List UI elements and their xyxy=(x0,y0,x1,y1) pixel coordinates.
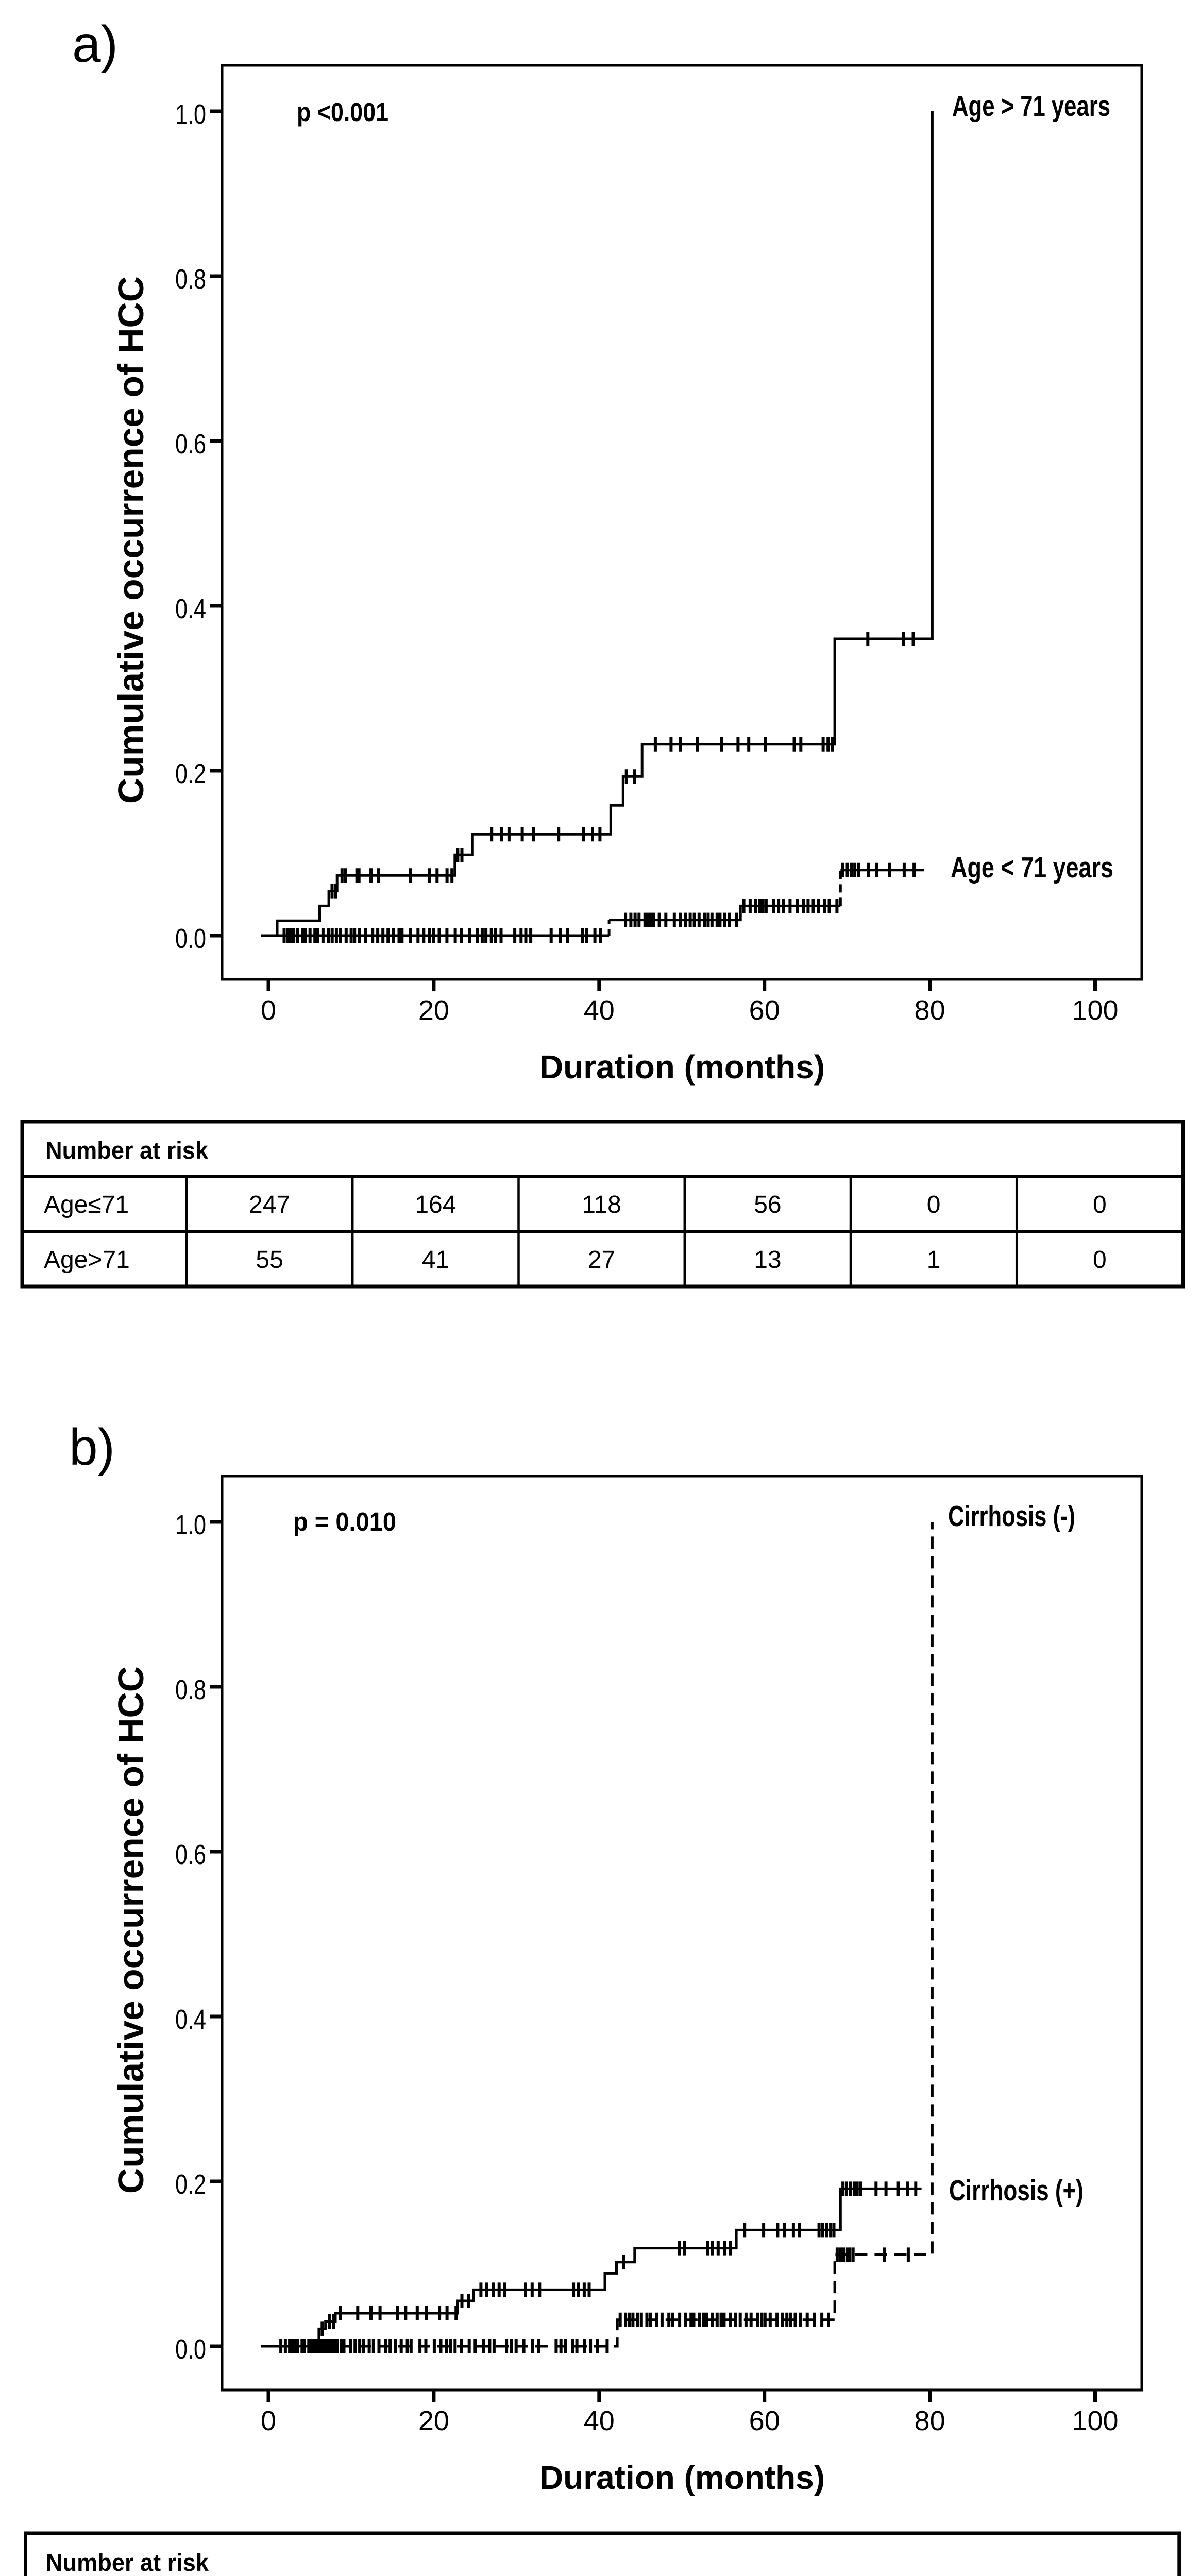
svg-text:13: 13 xyxy=(754,1246,781,1274)
svg-text:41: 41 xyxy=(422,1246,449,1274)
svg-text:0.4: 0.4 xyxy=(175,594,206,624)
svg-text:20: 20 xyxy=(418,2405,449,2436)
svg-text:Cumulative occurrence of HCC: Cumulative occurrence of HCC xyxy=(111,1666,151,2194)
svg-text:Age > 71 years: Age > 71 years xyxy=(952,90,1110,123)
svg-text:1: 1 xyxy=(927,1246,941,1274)
svg-text:40: 40 xyxy=(584,2405,615,2436)
svg-text:Number at risk: Number at risk xyxy=(46,2549,209,2576)
svg-text:80: 80 xyxy=(915,2405,945,2436)
svg-text:Duration (months): Duration (months) xyxy=(539,2459,825,2496)
svg-text:0.4: 0.4 xyxy=(175,2004,206,2035)
svg-text:b): b) xyxy=(69,1418,115,1476)
svg-text:55: 55 xyxy=(256,1246,283,1274)
svg-text:0.0: 0.0 xyxy=(175,923,206,954)
svg-text:0.8: 0.8 xyxy=(175,264,206,295)
svg-text:p = 0.010: p = 0.010 xyxy=(293,1507,396,1536)
svg-text:Cirrhosis (-): Cirrhosis (-) xyxy=(948,1500,1075,1533)
svg-text:1.0: 1.0 xyxy=(175,99,206,130)
svg-text:0.6: 0.6 xyxy=(175,1839,206,1870)
svg-text:100: 100 xyxy=(1072,2405,1118,2436)
svg-text:0.2: 0.2 xyxy=(175,2169,206,2200)
svg-text:80: 80 xyxy=(915,995,945,1026)
svg-text:0: 0 xyxy=(261,995,276,1026)
svg-text:164: 164 xyxy=(415,1191,456,1218)
svg-text:Age≤71: Age≤71 xyxy=(44,1191,129,1218)
svg-text:40: 40 xyxy=(584,995,615,1026)
svg-text:60: 60 xyxy=(749,995,780,1026)
svg-text:0: 0 xyxy=(927,1191,941,1218)
svg-text:0: 0 xyxy=(1093,1191,1107,1218)
svg-text:a): a) xyxy=(72,15,118,73)
svg-text:60: 60 xyxy=(749,2405,780,2436)
svg-text:20: 20 xyxy=(418,995,449,1026)
svg-text:0.2: 0.2 xyxy=(175,758,206,789)
svg-text:Cirrhosis (+): Cirrhosis (+) xyxy=(949,2174,1084,2207)
svg-text:27: 27 xyxy=(588,1246,615,1274)
svg-text:Age>71: Age>71 xyxy=(44,1246,130,1274)
svg-text:0: 0 xyxy=(261,2405,276,2436)
svg-text:0.6: 0.6 xyxy=(175,429,206,460)
svg-text:0.8: 0.8 xyxy=(175,1674,206,1705)
svg-text:Number at risk: Number at risk xyxy=(45,1137,209,1164)
svg-text:100: 100 xyxy=(1072,995,1118,1026)
svg-text:0: 0 xyxy=(1093,1246,1107,1274)
svg-text:Duration (months): Duration (months) xyxy=(539,1048,825,1086)
svg-text:247: 247 xyxy=(249,1191,290,1218)
svg-text:0.0: 0.0 xyxy=(175,2334,206,2365)
svg-text:118: 118 xyxy=(582,1191,621,1218)
svg-text:1.0: 1.0 xyxy=(175,1510,206,1540)
svg-text:Age < 71 years: Age < 71 years xyxy=(951,851,1113,884)
svg-text:56: 56 xyxy=(754,1191,781,1218)
svg-text:Cumulative occurrence of HCC: Cumulative occurrence of HCC xyxy=(111,276,151,804)
svg-text:p <0.001: p <0.001 xyxy=(297,97,388,127)
